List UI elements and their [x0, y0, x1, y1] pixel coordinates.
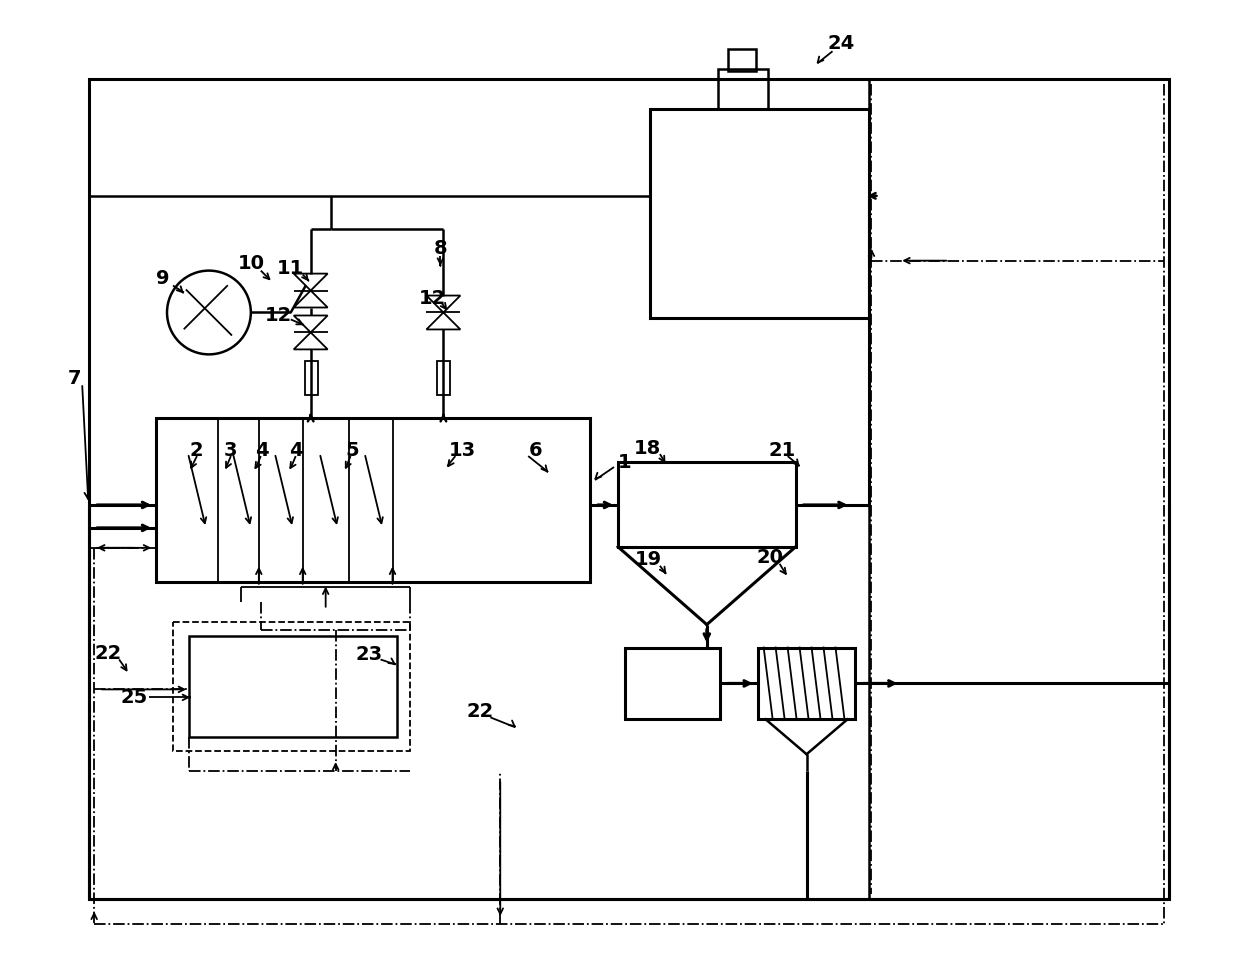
Bar — [174, 621, 410, 751]
Bar — [650, 109, 869, 319]
Bar — [89, 79, 1169, 899]
Text: 9: 9 — [156, 269, 170, 288]
Bar — [156, 419, 590, 581]
Text: 5: 5 — [346, 441, 360, 459]
Text: 13: 13 — [449, 441, 476, 459]
Text: 25: 25 — [120, 688, 148, 707]
Text: 1: 1 — [619, 453, 632, 472]
Text: 19: 19 — [635, 550, 661, 569]
Text: 22: 22 — [94, 644, 122, 663]
Text: 2: 2 — [190, 441, 203, 459]
Text: 10: 10 — [237, 254, 264, 273]
Text: 4: 4 — [289, 441, 303, 459]
Bar — [625, 647, 719, 719]
Bar — [728, 49, 755, 71]
Bar — [305, 361, 317, 395]
Text: 11: 11 — [277, 259, 304, 278]
Bar — [618, 462, 796, 547]
Text: 18: 18 — [635, 439, 662, 457]
Bar — [188, 636, 397, 737]
Text: 21: 21 — [768, 441, 795, 459]
Bar — [718, 69, 768, 109]
Bar — [758, 647, 856, 719]
Text: 7: 7 — [67, 369, 81, 388]
Text: 8: 8 — [434, 239, 448, 258]
Text: 12: 12 — [419, 289, 446, 308]
Bar — [438, 361, 450, 395]
Text: 6: 6 — [528, 441, 542, 459]
Text: 12: 12 — [265, 306, 293, 325]
Text: 24: 24 — [828, 34, 856, 52]
Text: 23: 23 — [355, 645, 382, 664]
Text: 3: 3 — [224, 441, 238, 459]
Text: 22: 22 — [466, 702, 494, 721]
Text: 4: 4 — [255, 441, 269, 459]
Text: 20: 20 — [756, 548, 784, 567]
